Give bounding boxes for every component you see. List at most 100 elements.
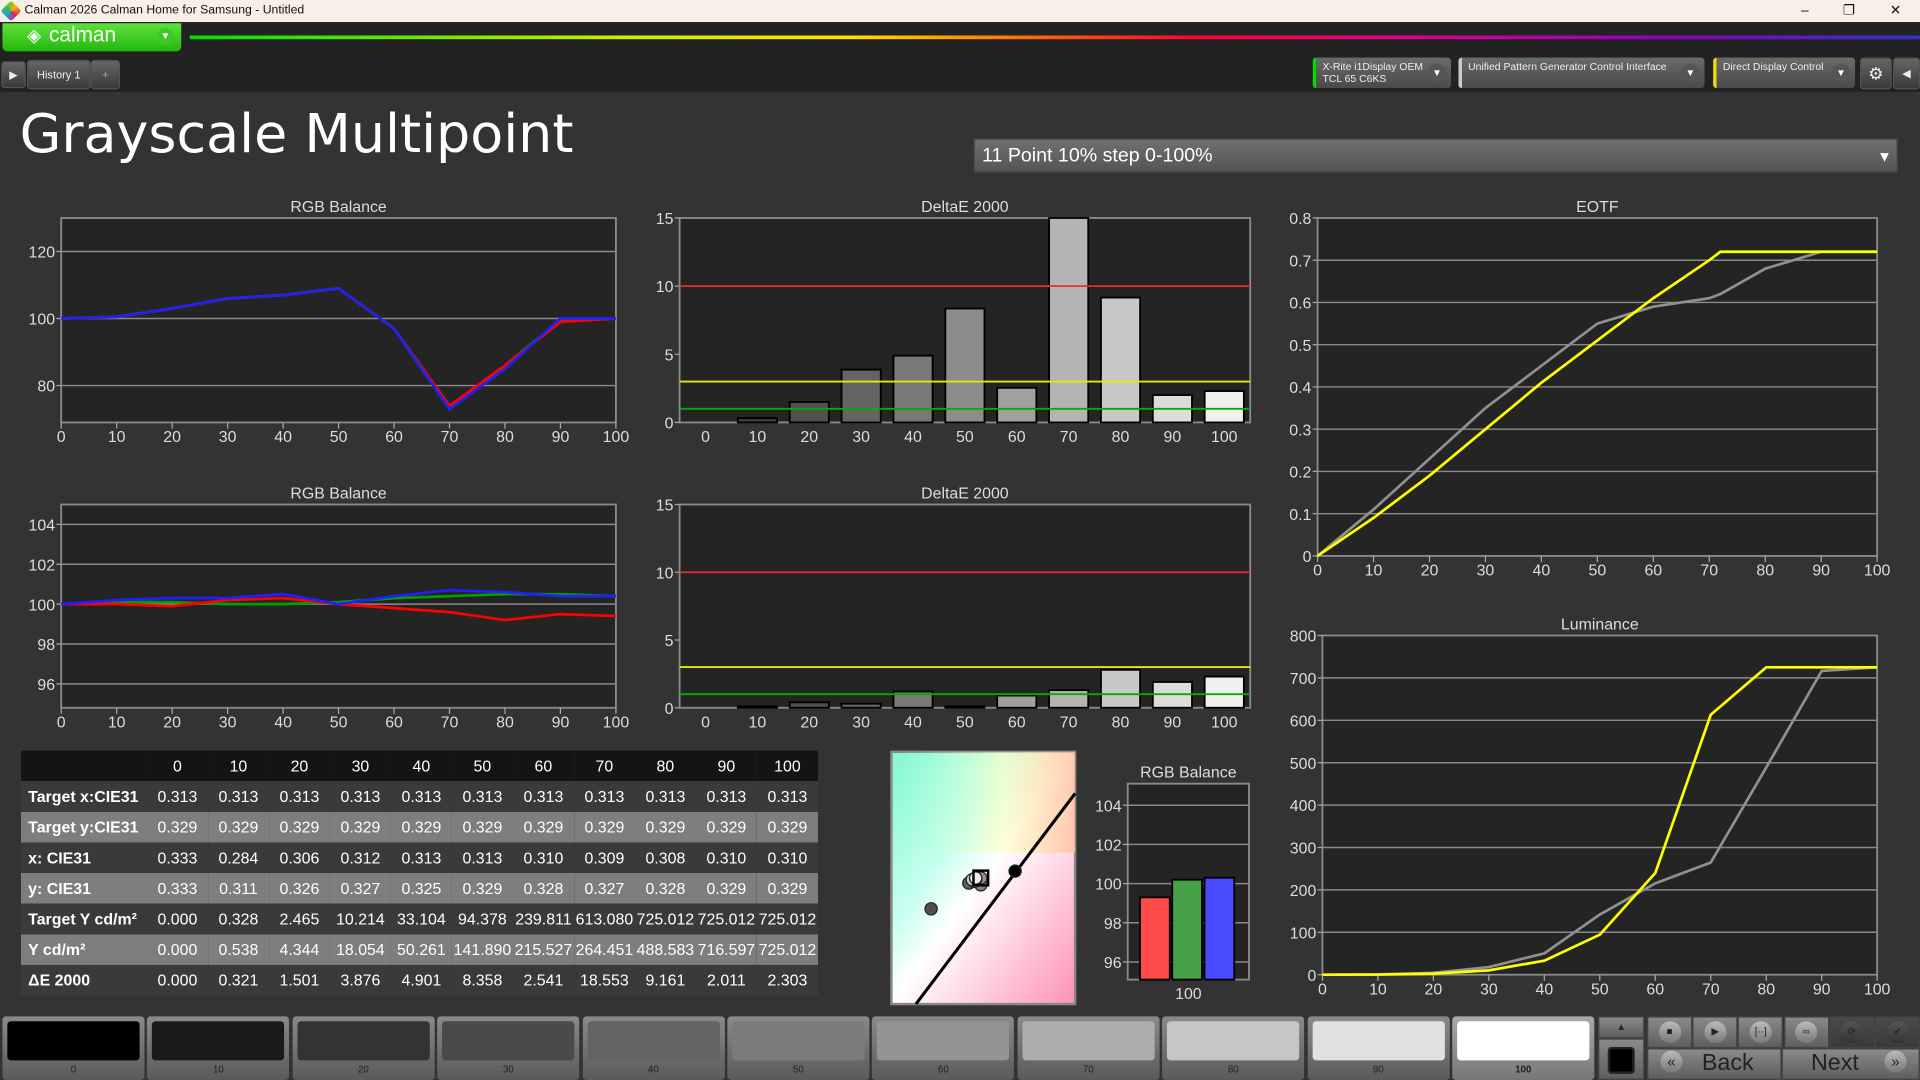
patch-swatch-0[interactable]: 0 <box>2 1016 145 1080</box>
preset-dropdown[interactable]: 11 Point 10% step 0-100% ▼ <box>973 138 1898 173</box>
patch-swatch-40[interactable]: 40 <box>582 1016 725 1080</box>
check-button[interactable]: ✔ <box>1874 1016 1920 1049</box>
scroll-up-button[interactable]: ▲ <box>1597 1016 1645 1039</box>
back-button[interactable]: « Back <box>1646 1048 1782 1080</box>
table-cell: 8.358 <box>451 964 513 996</box>
play-icon[interactable]: ▶ <box>1 61 26 89</box>
patch-label: 80 <box>1227 1064 1239 1076</box>
column-header: 10 <box>207 750 269 782</box>
table-cell: 0.000 <box>146 964 208 996</box>
patch-swatch-60[interactable]: 60 <box>872 1016 1015 1080</box>
stop-button[interactable]: ■ <box>1646 1016 1693 1049</box>
patch-color <box>152 1021 285 1061</box>
x-tick-label: 100 <box>1211 429 1238 446</box>
table-cell: 0.329 <box>146 811 208 843</box>
table-row: Target Y cd/m² 0.000 0.328 2.465 10.214 33.10… <box>20 903 818 935</box>
patch-swatch-100[interactable]: 100 <box>1452 1016 1595 1080</box>
x-tick-label: 60 <box>385 429 403 446</box>
restore-button[interactable]: ❐ <box>1842 3 1856 19</box>
meter-selector[interactable]: X-Rite i1Display OEM TCL 65 C6KS ▼ <box>1312 57 1452 89</box>
close-button[interactable]: ✕ <box>1889 3 1902 19</box>
collapse-panel-icon[interactable]: ◀ <box>1893 57 1920 90</box>
patch-swatch-80[interactable]: 80 <box>1162 1016 1305 1080</box>
chevron-down-icon: ▼ <box>1877 148 1892 166</box>
display-control-selector[interactable]: Direct Display Control ▼ <box>1713 57 1856 89</box>
table-cell: 141.890 <box>451 934 513 965</box>
x-tick-label: 30 <box>852 714 870 731</box>
patch-color <box>1167 1021 1300 1061</box>
patch-swatch-20[interactable]: 20 <box>292 1016 435 1080</box>
pattern-generator-selector[interactable]: Unified Pattern Generator Control Interf… <box>1458 57 1705 89</box>
refresh-button[interactable]: ⟳ <box>1829 1016 1875 1049</box>
stop-measure-button[interactable] <box>1597 1038 1645 1080</box>
patch-swatch-90[interactable]: 90 <box>1307 1016 1450 1080</box>
table-cell: 215.527 <box>512 934 574 965</box>
table-cell: 0.329 <box>329 811 391 843</box>
x-tick-label: 70 <box>1700 563 1718 580</box>
table-cell: 2.465 <box>268 903 330 935</box>
table-cell: 0.313 <box>512 781 574 812</box>
chevron-down-icon: ▼ <box>1681 63 1700 83</box>
x-tick-label: 0 <box>1313 563 1322 580</box>
patch-swatch-70[interactable]: 70 <box>1017 1016 1160 1080</box>
progress-rainbow-bar <box>189 35 1920 40</box>
planckian-locus-line <box>914 792 1077 1006</box>
table-cell: 0.333 <box>146 842 208 874</box>
table-cell: 0.312 <box>329 842 391 874</box>
table-cell: 0.327 <box>329 873 391 904</box>
table-cell: 2.303 <box>756 964 818 996</box>
bar <box>788 401 830 424</box>
x-tick-label: 20 <box>163 714 181 731</box>
x-tick-label: 70 <box>441 714 459 731</box>
x-tick-label: 70 <box>1060 714 1078 731</box>
bar <box>1203 675 1245 709</box>
bracket-button[interactable]: [··] <box>1738 1016 1784 1049</box>
table-cell: 0.000 <box>146 934 208 965</box>
table-cell: 0.329 <box>390 811 452 843</box>
x-tick-label: 80 <box>1756 563 1774 580</box>
y-tick-label: 15 <box>656 498 674 515</box>
play-icon: ▶ <box>1704 1021 1727 1044</box>
play-button[interactable]: ▶ <box>1692 1016 1738 1049</box>
calman-menu-button[interactable]: ◈ calman ▼ <box>2 23 182 52</box>
add-tab-button[interactable]: + <box>90 60 121 90</box>
chart-title: RGB Balance <box>1140 765 1237 782</box>
infinity-button[interactable]: ∞ <box>1783 1016 1829 1049</box>
patch-swatch-30[interactable]: 30 <box>437 1016 580 1080</box>
x-tick-label: 0 <box>1318 981 1327 998</box>
table-cell: 0.329 <box>573 811 635 843</box>
y-tick-label: 100 <box>29 597 56 614</box>
patch-color <box>1312 1021 1445 1061</box>
y-tick-label: 98 <box>1104 916 1122 933</box>
y-tick-label: 0 <box>1307 968 1316 985</box>
y-tick-label: 0.5 <box>1289 338 1311 355</box>
bar <box>1203 876 1236 981</box>
patch-swatch-10[interactable]: 10 <box>147 1016 290 1080</box>
x-tick-label: 10 <box>749 429 767 446</box>
row-label: x: CIE31 <box>20 842 147 874</box>
table-cell: 0.329 <box>695 873 757 904</box>
x-tick-label: 50 <box>1588 563 1606 580</box>
bar <box>944 705 986 709</box>
tab-history-1[interactable]: History 1 <box>26 60 91 90</box>
display-control-name: Direct Display Control <box>1722 60 1824 73</box>
table-header: 0 10 20 30 40 50 60 70 80 90 100 <box>20 750 818 782</box>
y-tick-label: 96 <box>1104 955 1122 972</box>
chart-title: RGB Balance <box>290 199 387 216</box>
y-tick-label: 80 <box>37 379 55 396</box>
patch-swatch-50[interactable]: 50 <box>727 1016 870 1080</box>
minimize-button[interactable]: – <box>1801 3 1809 19</box>
y-tick-label: 5 <box>665 633 674 650</box>
table-cell: 0.306 <box>268 842 330 874</box>
measured-point <box>968 871 983 885</box>
row-label: Target x:CIE31 <box>20 781 147 812</box>
table-row: y: CIE31 0.333 0.311 0.326 0.327 0.325 0.329 0.… <box>20 873 818 904</box>
patch-label: 40 <box>647 1064 659 1076</box>
back-label: Back <box>1701 1050 1754 1077</box>
x-tick-label: 40 <box>1533 563 1551 580</box>
y-tick-label: 500 <box>1290 756 1317 773</box>
title-bar: Calman 2026 Calman Home for Samsung - Un… <box>0 0 1920 23</box>
series-line <box>1316 250 1878 557</box>
next-button[interactable]: Next » <box>1781 1048 1920 1080</box>
settings-gear-icon[interactable]: ⚙ <box>1860 57 1892 90</box>
